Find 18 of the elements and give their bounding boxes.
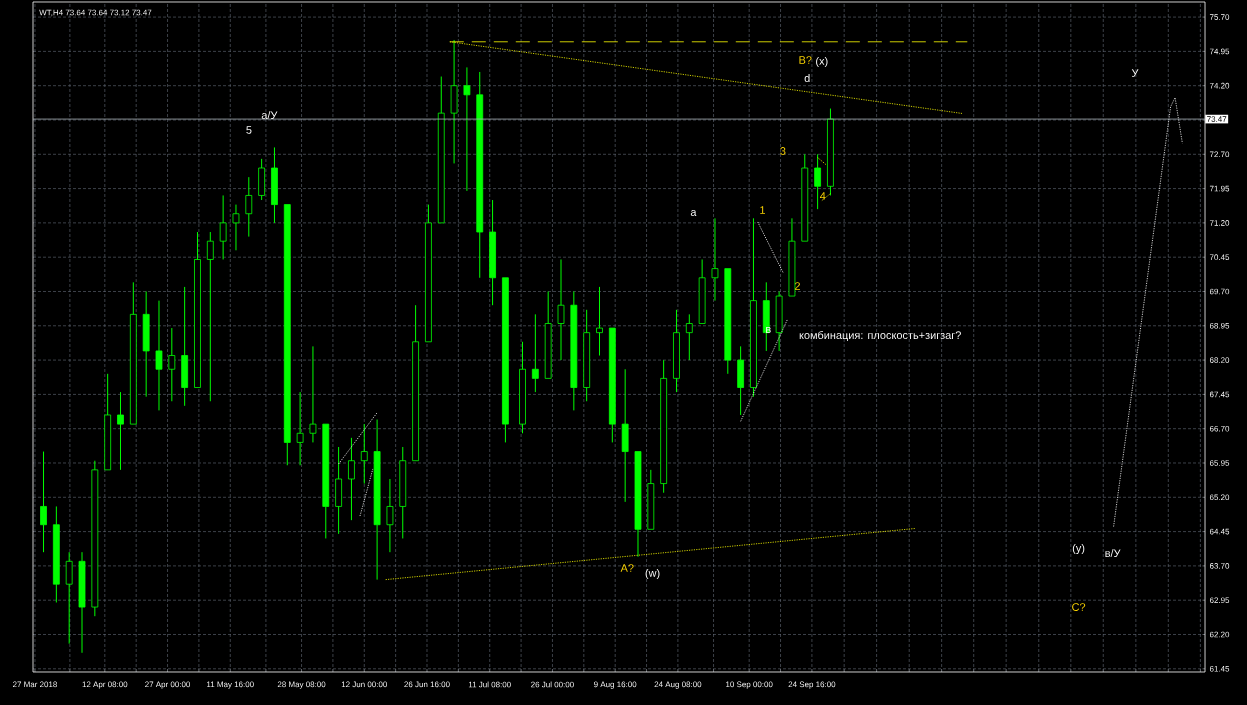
annotation: а/У [261,110,278,120]
annotation: d [804,73,810,83]
annotation: B? [799,56,812,64]
annotation: (y) [1072,543,1085,555]
annotation: У [1131,69,1139,77]
annotation: 3 [780,147,786,155]
annotation: в [766,327,771,333]
annotation: в/У [1105,548,1121,558]
annotation: 2 [794,282,800,290]
annotation: (w) [645,568,660,580]
annotation: A? [620,564,634,572]
annotation: 1 [760,206,765,214]
annotation: (x) [816,56,828,68]
annotation: C? [1072,603,1086,611]
annotation: 5 [246,126,252,134]
annotation: а [690,210,697,216]
annotation: 4 [819,192,826,200]
annotation: комбинация: плоскость+зигзаг? [799,330,961,342]
